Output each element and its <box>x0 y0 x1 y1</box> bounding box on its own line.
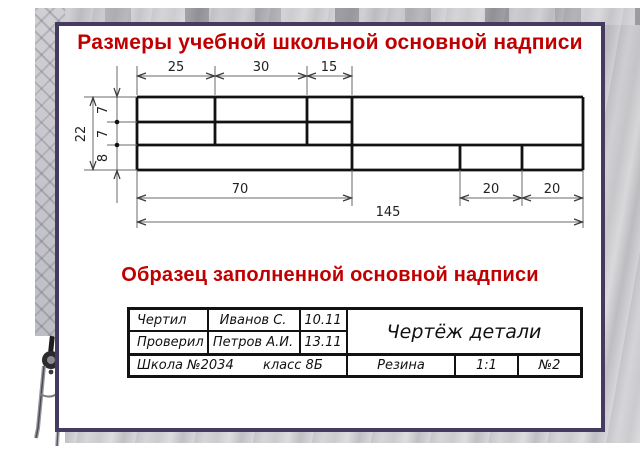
grid-line <box>298 310 302 356</box>
dim-label-30: 30 <box>253 60 270 75</box>
cell-school: Школа №2034 <box>137 357 234 373</box>
schematic-dimension-lines <box>84 66 584 228</box>
sample-title-block: Чертил Иванов С. 10.11 Проверил Петров А… <box>127 307 583 378</box>
grid-line <box>130 353 580 356</box>
dim-label-145: 145 <box>376 205 401 220</box>
cell-checked-label: Проверил <box>137 335 204 350</box>
schematic-arrowheads <box>89 72 585 226</box>
cell-class: класс 8Б <box>263 357 323 373</box>
dim-label-20b: 20 <box>544 182 561 197</box>
cell-material: Резина <box>377 357 425 373</box>
cell-checked-name: Петров А.И. <box>212 335 294 350</box>
sample-section-title: Образец заполненной основной надписи <box>121 264 539 286</box>
grid-line <box>453 353 457 375</box>
cell-drawing-title: Чертёж детали <box>386 320 542 343</box>
grid-line <box>206 310 210 356</box>
dim-label-70: 70 <box>232 182 249 197</box>
grid-line <box>130 329 347 333</box>
cell-drew-name: Иванов С. <box>219 312 287 328</box>
slide-title: Размеры учебной школьной основной надпис… <box>77 31 583 54</box>
cell-scale: 1:1 <box>476 357 497 373</box>
cell-checked-date: 13.11 <box>304 335 342 350</box>
dim-label-15: 15 <box>321 60 338 75</box>
dim-label-25: 25 <box>168 60 185 75</box>
cell-sheet-number: №2 <box>538 357 561 373</box>
grid-line <box>516 353 520 375</box>
dim-label-8: 8 <box>96 154 111 162</box>
cell-drew-label: Чертил <box>137 312 187 328</box>
dim-label-7a: 7 <box>96 106 111 114</box>
cell-drew-date: 10.11 <box>304 312 342 328</box>
schematic-table-lines <box>135 95 585 172</box>
dim-label-20a: 20 <box>483 182 500 197</box>
grid-line <box>345 310 349 375</box>
background-top-strip <box>35 8 640 25</box>
dim-label-7b: 7 <box>96 130 111 138</box>
dim-label-22: 22 <box>74 126 89 143</box>
